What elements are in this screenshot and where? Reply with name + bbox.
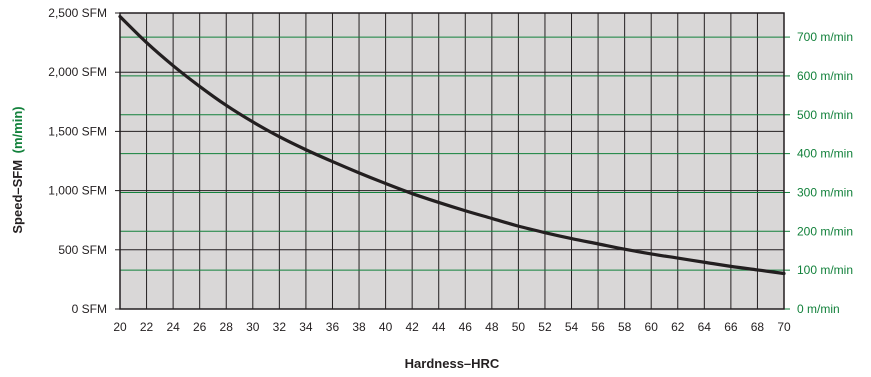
x-tick-label: 20 <box>113 320 127 334</box>
y-right-tick-label: 700 m/min <box>797 30 853 44</box>
y-left-tick-label: 0 SFM <box>72 302 107 316</box>
speed-curve <box>118 14 786 276</box>
x-tick-label: 22 <box>140 320 154 334</box>
x-tick-label: 50 <box>512 320 526 334</box>
y-right-tick-label: 100 m/min <box>797 263 853 277</box>
x-tick-label: 30 <box>246 320 260 334</box>
x-tick-label: 36 <box>326 320 340 334</box>
x-tick-label: 58 <box>618 320 632 334</box>
y-left-tick-label: 1,500 SFM <box>48 124 107 138</box>
y-axis-title-primary: Speed–SFM <box>10 160 25 234</box>
y-right-tick-label: 0 m/min <box>797 302 840 316</box>
x-tick-label: 24 <box>166 320 180 334</box>
plot-background <box>120 13 784 309</box>
x-tick-label: 38 <box>352 320 366 334</box>
y-left-tick-label: 500 SFM <box>58 243 107 257</box>
x-tick-label: 64 <box>698 320 712 334</box>
y-right-tick-label: 500 m/min <box>797 108 853 122</box>
x-tick-label: 60 <box>645 320 659 334</box>
y-right-tick-label: 200 m/min <box>797 224 853 238</box>
y-right-tick-label: 300 m/min <box>797 185 853 199</box>
plot-frame <box>119 12 785 310</box>
x-tick-label: 62 <box>671 320 685 334</box>
x-tick-label: 70 <box>777 320 791 334</box>
tick-labels: 20 22 24 26 28 30 32 34 36 38 40 42 44 46 48 50 52 54 56 58… <box>48 6 853 334</box>
x-tick-label: 40 <box>379 320 393 334</box>
x-tick-label: 44 <box>432 320 446 334</box>
x-axis-title: Hardness–HRC <box>405 356 500 371</box>
y-right-tick-label: 400 m/min <box>797 147 853 161</box>
x-tick-label: 46 <box>459 320 473 334</box>
y-axis-title-metric-unit: (m/min) <box>10 106 25 153</box>
x-tick-label: 26 <box>193 320 207 334</box>
y-right-tick-label: 600 m/min <box>797 69 853 83</box>
grid <box>115 12 785 310</box>
x-tick-label: 48 <box>485 320 499 334</box>
x-tick-label: 56 <box>591 320 605 334</box>
y-axis-title: Speed–SFM (m/min) <box>10 106 25 233</box>
y-left-tick-label: 2,500 SFM <box>48 6 107 20</box>
x-tick-label: 42 <box>405 320 419 334</box>
x-tick-label: 68 <box>751 320 765 334</box>
x-tick-label: 54 <box>565 320 579 334</box>
y-left-tick-label: 1,000 SFM <box>48 184 107 198</box>
metric-gridlines <box>120 36 790 310</box>
x-tick-label: 66 <box>724 320 738 334</box>
x-tick-label: 32 <box>273 320 287 334</box>
y-left-tick-label: 2,000 SFM <box>48 65 107 79</box>
x-tick-label: 28 <box>220 320 234 334</box>
x-tick-label: 34 <box>299 320 313 334</box>
x-tick-label: 52 <box>538 320 552 334</box>
